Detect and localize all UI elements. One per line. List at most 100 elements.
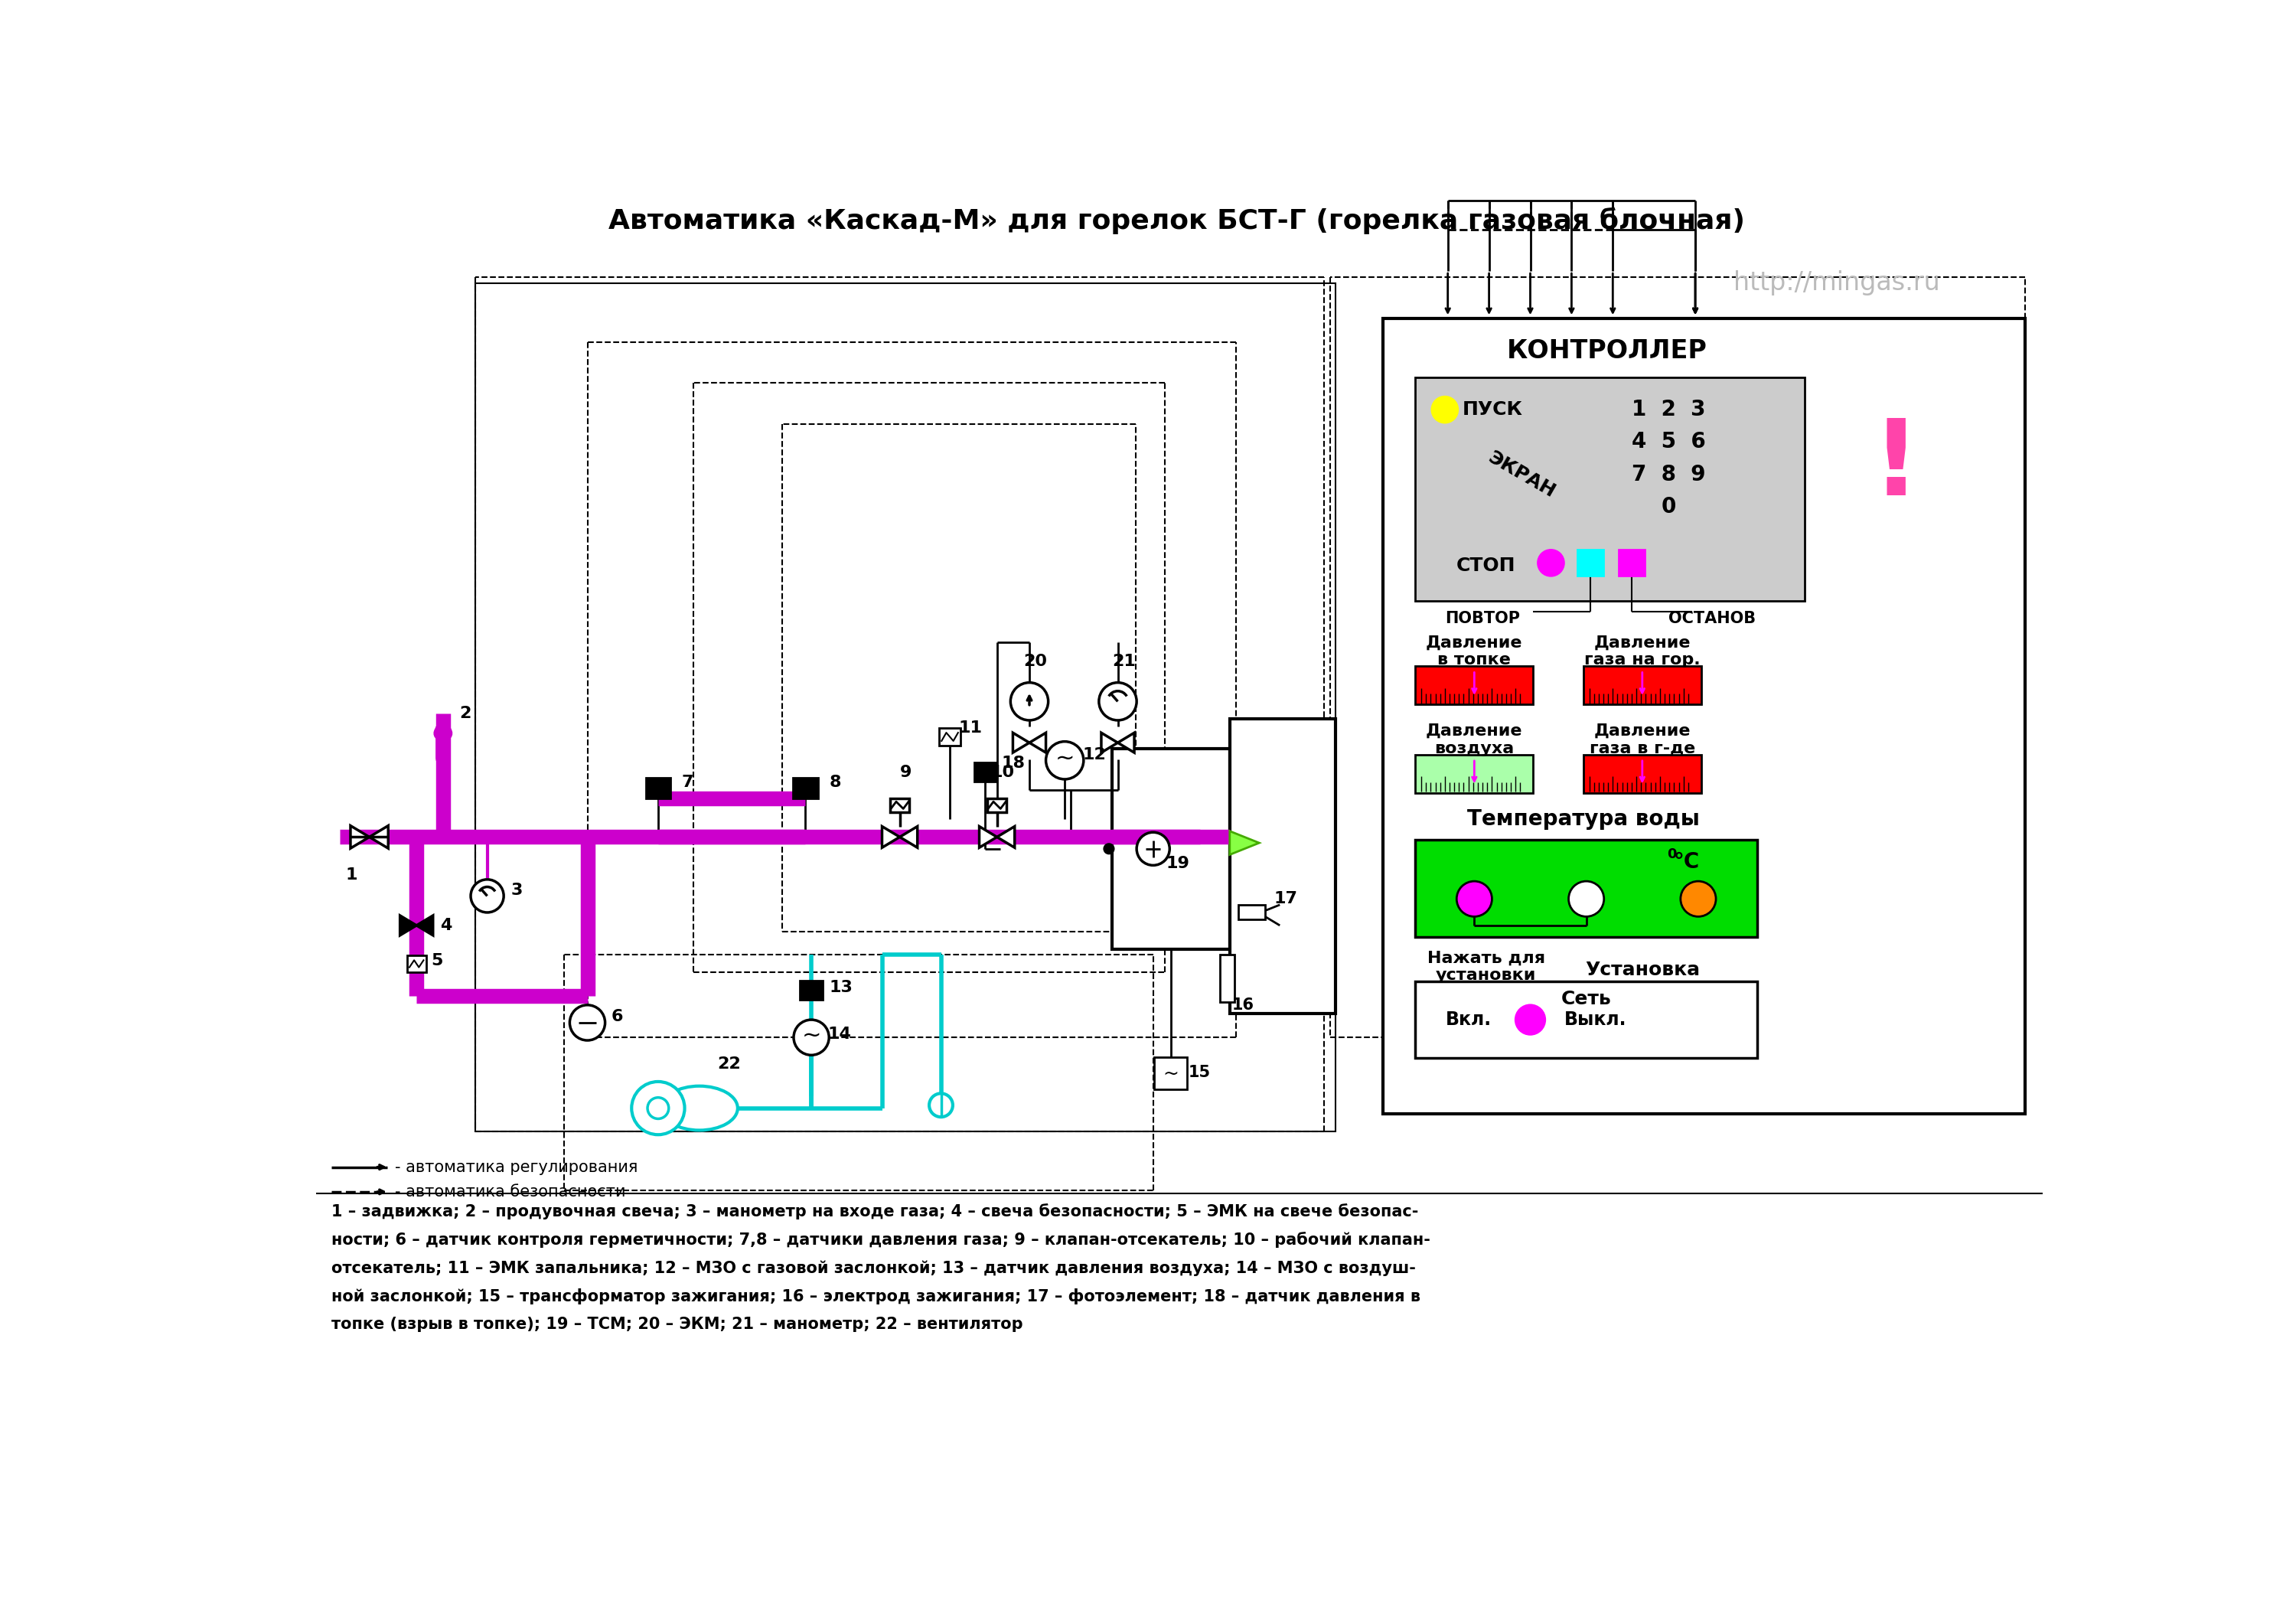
Text: КОНТРОЛЛЕР: КОНТРОЛЛЕР	[1506, 338, 1708, 364]
Text: Давление
воздуха: Давление воздуха	[1426, 724, 1522, 756]
Text: 4  5  6: 4 5 6	[1632, 431, 1706, 452]
Text: 19: 19	[1166, 856, 1189, 871]
Text: ЭКРАН: ЭКРАН	[1486, 448, 1559, 501]
Text: Вкл.: Вкл.	[1446, 1010, 1492, 1029]
Circle shape	[1137, 832, 1169, 865]
Bar	[1414, 666, 1534, 705]
Text: 1 – задвижка; 2 – продувочная свеча; 3 – манометр на входе газа; 4 – свеча безоп: 1 – задвижка; 2 – продувочная свеча; 3 –…	[331, 1204, 1419, 1220]
Circle shape	[1433, 396, 1458, 423]
Text: 20: 20	[1024, 654, 1047, 669]
Text: 17: 17	[1274, 892, 1297, 907]
Text: 0: 0	[1662, 496, 1676, 517]
Text: 18: 18	[1001, 756, 1026, 771]
Text: Давление
газа на гор.: Давление газа на гор.	[1584, 635, 1701, 667]
Bar	[799, 981, 822, 1000]
Text: 16: 16	[1233, 997, 1254, 1013]
Text: - автоматика безопасности: - автоматика безопасности	[395, 1185, 625, 1199]
Text: 7: 7	[682, 774, 693, 790]
Text: ~: ~	[801, 1025, 822, 1047]
Bar	[1414, 840, 1756, 937]
Polygon shape	[400, 916, 416, 936]
Text: Давление
в топке: Давление в топке	[1426, 635, 1522, 667]
Bar	[645, 777, 670, 798]
Text: 10: 10	[992, 764, 1015, 781]
Polygon shape	[996, 826, 1015, 848]
Text: 1: 1	[347, 868, 358, 882]
Bar	[1382, 318, 2025, 1113]
Text: 11: 11	[960, 721, 983, 735]
Ellipse shape	[661, 1086, 737, 1130]
Text: ной заслонкой; 15 – трансформатор зажигания; 16 – электрод зажигания; 17 – фотоэ: ной заслонкой; 15 – трансформатор зажига…	[331, 1288, 1421, 1304]
Circle shape	[1100, 682, 1137, 721]
Text: ~: ~	[1162, 1065, 1178, 1083]
Text: 1  2  3: 1 2 3	[1632, 399, 1706, 420]
Polygon shape	[1102, 732, 1118, 753]
Text: топке (взрыв в топке); 19 – ТСМ; 20 – ЭКМ; 21 – манометр; 22 – вентилятор: топке (взрыв в топке); 19 – ТСМ; 20 – ЭК…	[331, 1317, 1022, 1332]
Text: 5: 5	[432, 953, 443, 968]
Text: 12: 12	[1081, 747, 1107, 763]
Bar	[1155, 1057, 1187, 1089]
Text: СТОП: СТОП	[1456, 556, 1515, 575]
Bar	[891, 798, 909, 813]
Circle shape	[647, 1097, 668, 1118]
Polygon shape	[1231, 831, 1258, 855]
Bar	[1577, 549, 1603, 575]
Polygon shape	[351, 826, 370, 848]
Text: ПУСК: ПУСК	[1463, 401, 1522, 419]
Text: 8: 8	[829, 774, 840, 790]
Text: !: !	[1871, 414, 1919, 517]
Polygon shape	[1118, 732, 1134, 753]
Text: ности; 6 – датчик контроля герметичности; 7,8 – датчики давления газа; 9 – клапа: ности; 6 – датчик контроля герметичности…	[331, 1231, 1430, 1248]
Bar	[1238, 905, 1265, 920]
Circle shape	[1538, 549, 1564, 575]
Bar	[1414, 377, 1805, 601]
Text: 3: 3	[510, 882, 523, 898]
Circle shape	[1515, 1005, 1545, 1034]
Polygon shape	[416, 916, 434, 936]
Circle shape	[569, 1005, 606, 1041]
Text: 2: 2	[459, 706, 471, 721]
Bar	[475, 283, 1336, 1131]
Polygon shape	[980, 826, 996, 848]
Text: ОСТАНОВ: ОСТАНОВ	[1669, 611, 1756, 627]
Text: 22: 22	[716, 1057, 742, 1071]
Text: 21: 21	[1111, 654, 1137, 669]
Text: 15: 15	[1187, 1065, 1210, 1081]
Text: http://mingas.ru: http://mingas.ru	[1733, 270, 1940, 296]
Circle shape	[794, 1020, 829, 1055]
Bar	[406, 955, 427, 971]
Bar	[1414, 981, 1756, 1058]
Polygon shape	[1029, 732, 1047, 753]
Bar	[1619, 549, 1644, 575]
Text: 14: 14	[829, 1026, 852, 1042]
Text: Сеть: Сеть	[1561, 991, 1612, 1008]
Bar	[1231, 719, 1336, 1013]
Circle shape	[1681, 881, 1715, 916]
Bar	[1414, 755, 1534, 793]
Text: 7  8  9: 7 8 9	[1632, 464, 1706, 485]
Text: 6: 6	[611, 1008, 622, 1025]
Text: Давление
газа в г-де: Давление газа в г-де	[1589, 724, 1694, 756]
Polygon shape	[900, 826, 918, 848]
Text: Температура воды: Температура воды	[1467, 808, 1699, 831]
Polygon shape	[1013, 732, 1029, 753]
Text: ~: ~	[1054, 748, 1075, 769]
Text: 13: 13	[829, 979, 852, 995]
Text: - автоматика регулирования: - автоматика регулирования	[395, 1159, 638, 1175]
Bar	[939, 727, 960, 745]
Circle shape	[1568, 881, 1605, 916]
Bar	[1111, 748, 1231, 949]
Bar	[987, 798, 1006, 813]
Circle shape	[1010, 682, 1049, 721]
Circle shape	[471, 879, 503, 913]
Text: отсекатель; 11 – ЭМК запальника; 12 – МЗО с газовой заслонкой; 13 – датчик давле: отсекатель; 11 – ЭМК запальника; 12 – МЗ…	[331, 1260, 1414, 1275]
Text: Выкл.: Выкл.	[1564, 1010, 1626, 1029]
Text: ПОВТОР: ПОВТОР	[1444, 611, 1520, 627]
Text: Установка: Установка	[1584, 960, 1699, 979]
Circle shape	[930, 1094, 953, 1117]
Bar	[1219, 955, 1235, 1002]
Bar	[792, 777, 817, 798]
Circle shape	[1104, 844, 1114, 853]
Text: °C: °C	[1674, 852, 1699, 873]
Bar	[1584, 666, 1701, 705]
